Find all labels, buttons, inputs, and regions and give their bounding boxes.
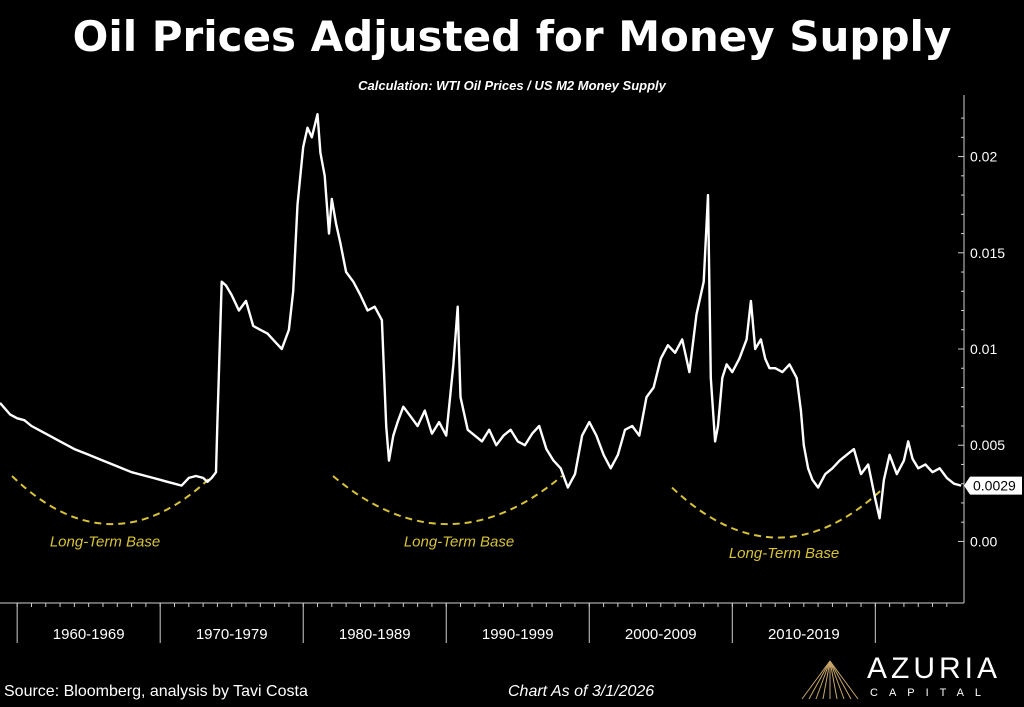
logo-subtitle: CAPITAL — [870, 687, 993, 699]
y-tick-label: 0.005 — [970, 437, 1005, 453]
chart-title: Oil Prices Adjusted for Money Supply — [72, 12, 952, 61]
x-tick-label: 1990-1999 — [482, 626, 554, 643]
x-tick-label: 1960-1969 — [53, 626, 125, 643]
logo-wordmark: AZURIA — [867, 652, 1002, 685]
x-tick-label: 2010-2019 — [768, 626, 840, 643]
long-term-base-arc — [11, 475, 213, 526]
long-term-base-label: Long-Term Base — [729, 545, 839, 562]
long-term-base-label: Long-Term Base — [50, 533, 160, 550]
last-value-flag — [964, 476, 1022, 495]
as-of-note: Chart As of 3/1/2026 — [508, 683, 655, 700]
long-term-base-arc — [671, 486, 885, 539]
series-layer — [0, 113, 962, 520]
source-note: Source: Bloomberg, analysis by Tavi Cost… — [4, 683, 308, 700]
chart-subtitle: Calculation: WTI Oil Prices / US M2 Mone… — [358, 78, 666, 93]
brand-logo: AZURIA CAPITAL — [800, 652, 1010, 705]
mountain-peak-icon — [801, 660, 859, 700]
long-term-bases: Long-Term Base Long-Term Base Long-Term Ba… — [11, 475, 885, 562]
y-tick-label: 0.02 — [970, 149, 997, 165]
x-tick-label: 2000-2009 — [625, 626, 697, 643]
last-value-label: 0.0029 — [973, 478, 1016, 494]
axes — [0, 95, 965, 643]
x-tick-label: 1970-1979 — [196, 626, 268, 643]
long-term-base-label: Long-Term Base — [404, 533, 514, 550]
long-term-base-arc — [332, 475, 563, 525]
axis-labels: 0.00 0.005 0.01 0.015 0.02 1960-1969 1970-1979… — [53, 149, 1022, 643]
y-tick-label: 0.015 — [970, 245, 1005, 261]
y-tick-label: 0.00 — [970, 533, 997, 549]
x-tick-label: 1980-1989 — [339, 626, 411, 643]
y-tick-label: 0.01 — [970, 341, 997, 357]
oil-m2-ratio-line — [0, 113, 962, 520]
